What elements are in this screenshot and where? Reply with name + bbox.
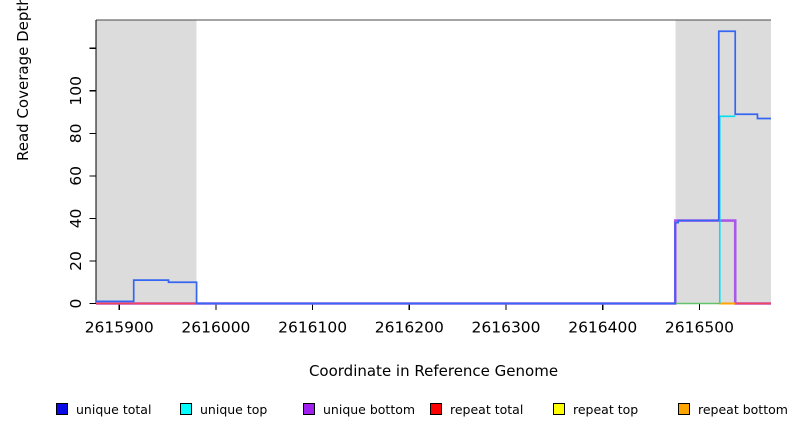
- x-tick-label: 2616200: [375, 319, 444, 337]
- legend-label-repeat-total: repeat total: [450, 401, 524, 417]
- legend-item-repeat-bottom: repeat bottom: [678, 399, 788, 419]
- y-tick-label: 100: [67, 76, 85, 106]
- legend-item-repeat-total: repeat total: [430, 399, 523, 419]
- y-tick-label: 60: [67, 166, 85, 186]
- y-tick-label: 20: [67, 251, 85, 271]
- repeat-top-swatch: [553, 403, 565, 415]
- y-tick-label: 0: [67, 299, 85, 309]
- x-tick-label: 2615900: [85, 319, 154, 337]
- x-tick-label: 2616400: [568, 319, 637, 337]
- x-tick-label: 2616100: [278, 319, 347, 337]
- y-tick-label: 80: [67, 123, 85, 143]
- repeat-total-swatch: [430, 403, 442, 415]
- unique-bottom-swatch: [303, 403, 315, 415]
- unique-top-swatch: [180, 403, 192, 415]
- legend-label-unique-total: unique total: [76, 401, 152, 417]
- series-unique-total: [96, 30, 771, 305]
- x-tick-label: 2616500: [665, 319, 734, 337]
- x-axis-title: Coordinate in Reference Genome: [308, 362, 559, 380]
- legend-label-unique-top: unique top: [200, 401, 268, 417]
- legend-item-unique-bottom: unique bottom: [303, 399, 415, 419]
- unique-total-swatch: [56, 403, 68, 415]
- x-tick-label: 2616300: [472, 319, 541, 337]
- legend-label-repeat-top: repeat top: [573, 401, 639, 417]
- repeat-region-shading: [675, 20, 771, 304]
- repeat-region-shading: [96, 20, 197, 304]
- y-tick-label: 40: [67, 209, 85, 229]
- repeat-bottom-swatch: [678, 403, 690, 415]
- legend-item-repeat-top: repeat top: [553, 399, 638, 419]
- legend-label-unique-bottom: unique bottom: [323, 401, 416, 417]
- legend-item-unique-top: unique top: [180, 399, 267, 419]
- legend-label-repeat-bottom: repeat bottom: [698, 401, 788, 417]
- legend: unique total unique top unique bottom re…: [0, 399, 792, 423]
- series-unique-top: [718, 115, 736, 304]
- legend-item-unique-total: unique total: [56, 399, 151, 419]
- x-tick-label: 2616000: [181, 319, 250, 337]
